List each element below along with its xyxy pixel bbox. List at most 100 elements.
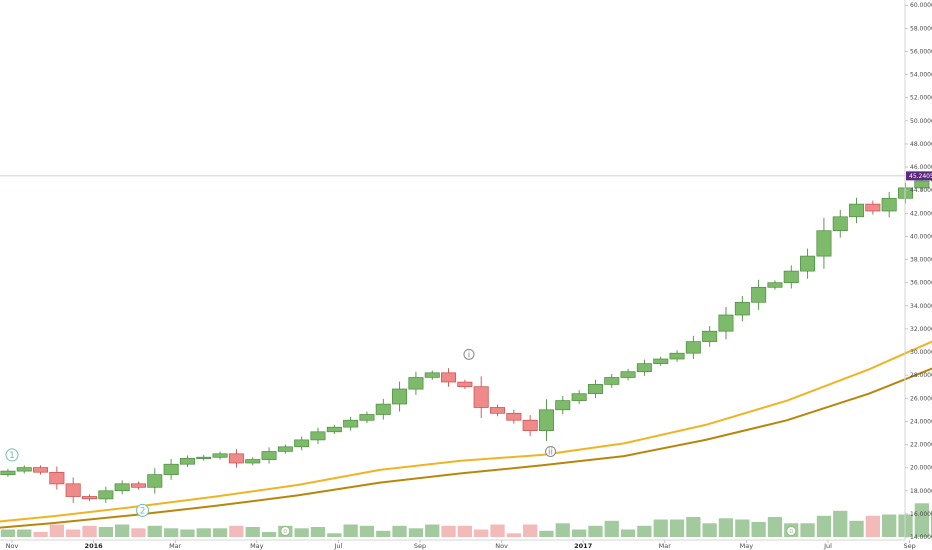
x-tick-label: Mar xyxy=(169,542,182,550)
x-axis[interactable]: Nov2016MarMayJulSepNov2017MarMayJulSepNo… xyxy=(0,539,932,550)
candle-body xyxy=(457,381,473,388)
volume-bar xyxy=(49,524,64,537)
candle-body xyxy=(163,463,179,475)
candle-body xyxy=(865,203,881,212)
volume-bar xyxy=(816,515,832,538)
x-tick-label: Nov xyxy=(6,542,19,550)
y-tick-label: 46.0000 xyxy=(910,164,932,171)
candle-body xyxy=(245,459,261,464)
volume-bar xyxy=(572,529,587,537)
volume-bar xyxy=(767,517,783,537)
candle-body xyxy=(751,286,767,303)
wave-label-circle xyxy=(463,348,475,360)
candle-body xyxy=(65,483,81,497)
volume-bar xyxy=(261,532,277,537)
volume-bar xyxy=(833,510,848,538)
x-tick-label: 2016 xyxy=(85,542,104,550)
candle-body xyxy=(408,377,424,390)
candle-body xyxy=(0,470,16,475)
candle-body xyxy=(343,419,359,428)
series-line xyxy=(0,340,932,523)
candle-body xyxy=(816,230,832,257)
candle-body xyxy=(130,483,146,488)
candle-body xyxy=(636,363,652,373)
y-tick-label: 14.0000 xyxy=(910,534,932,541)
volume-bar xyxy=(147,525,162,538)
volume-bar xyxy=(425,524,440,537)
x-tick-label: Jul xyxy=(823,542,832,550)
y-tick-label: 16.0000 xyxy=(910,511,932,518)
candle-body xyxy=(326,426,342,433)
candle-body xyxy=(914,180,930,189)
volume-bar xyxy=(33,532,48,537)
candle-body xyxy=(620,371,636,378)
candle-body xyxy=(898,187,914,199)
volume-bar xyxy=(620,529,636,537)
candle-body xyxy=(294,439,310,448)
candle-body xyxy=(767,282,783,288)
y-tick-label: 24.0000 xyxy=(910,418,932,425)
volume-bar xyxy=(343,524,358,537)
candle-body xyxy=(506,412,522,421)
x-tick-label: 2017 xyxy=(574,542,592,550)
candle-body xyxy=(783,270,799,284)
wave-label-circle xyxy=(136,503,150,517)
y-tick-label: 28.0000 xyxy=(910,372,932,379)
volume-bar xyxy=(539,530,554,538)
y-tick-label: 56.0000 xyxy=(910,48,932,55)
volume-bar xyxy=(474,529,489,537)
wave-label: 1 xyxy=(9,451,15,461)
candle-body xyxy=(490,407,506,414)
candle-body xyxy=(277,446,293,452)
candle-body xyxy=(196,456,212,460)
candle-body xyxy=(669,352,685,360)
y-tick-label: 32.0000 xyxy=(910,326,932,333)
x-tick-label: Mar xyxy=(659,542,672,550)
candle-body xyxy=(587,384,603,394)
volume-bar xyxy=(196,528,211,538)
volume-bar xyxy=(180,529,195,537)
x-tick-label: May xyxy=(250,542,264,550)
volume-bar xyxy=(490,524,505,537)
volume-bar xyxy=(686,517,701,537)
x-tick-label: Nov xyxy=(495,542,508,550)
y-tick-label: 22.0000 xyxy=(910,442,932,449)
volume-bar xyxy=(653,519,668,537)
candle-body xyxy=(702,330,718,342)
volume-bar xyxy=(457,525,472,538)
candle-body xyxy=(33,467,49,473)
volume-bar xyxy=(669,519,685,537)
wave-labels: 12iiiiiiivv345 xyxy=(5,348,557,517)
wave-label: ii xyxy=(548,447,553,457)
x-tick-label: Sep xyxy=(903,542,915,550)
y-tick-label: 30.0000 xyxy=(910,349,932,356)
volume-bar xyxy=(735,519,750,537)
candle-body xyxy=(261,451,277,460)
candlesticks xyxy=(0,174,932,503)
candle-body xyxy=(653,358,669,364)
candle-body xyxy=(538,409,554,431)
event-marker xyxy=(280,526,291,536)
candle-body xyxy=(16,467,32,472)
volume-bar xyxy=(604,520,619,538)
candle-body xyxy=(114,483,130,492)
y-tick-label: 50.0000 xyxy=(910,118,932,125)
candle-body xyxy=(82,496,98,500)
y-tick-label: 36.0000 xyxy=(910,280,932,287)
candle-body xyxy=(98,490,114,500)
candle-body xyxy=(179,458,195,465)
volume-bar xyxy=(800,523,815,538)
volume-bar xyxy=(327,533,342,538)
volume-bar xyxy=(164,528,179,538)
y-axis[interactable]: 14.0000 16.0000 18.0000 20.0000 22.0000 24.00… xyxy=(904,0,932,541)
y-tick-label: 18.0000 xyxy=(910,488,932,495)
volume-bar xyxy=(882,514,897,537)
volume-bar xyxy=(637,525,652,538)
wave-label: i xyxy=(468,350,471,360)
wave-label: 2 xyxy=(140,506,146,516)
wave-label-circle xyxy=(545,445,557,457)
volume-bar xyxy=(718,518,734,538)
candle-body xyxy=(212,453,228,458)
y-tick-label: 34.0000 xyxy=(910,303,932,310)
